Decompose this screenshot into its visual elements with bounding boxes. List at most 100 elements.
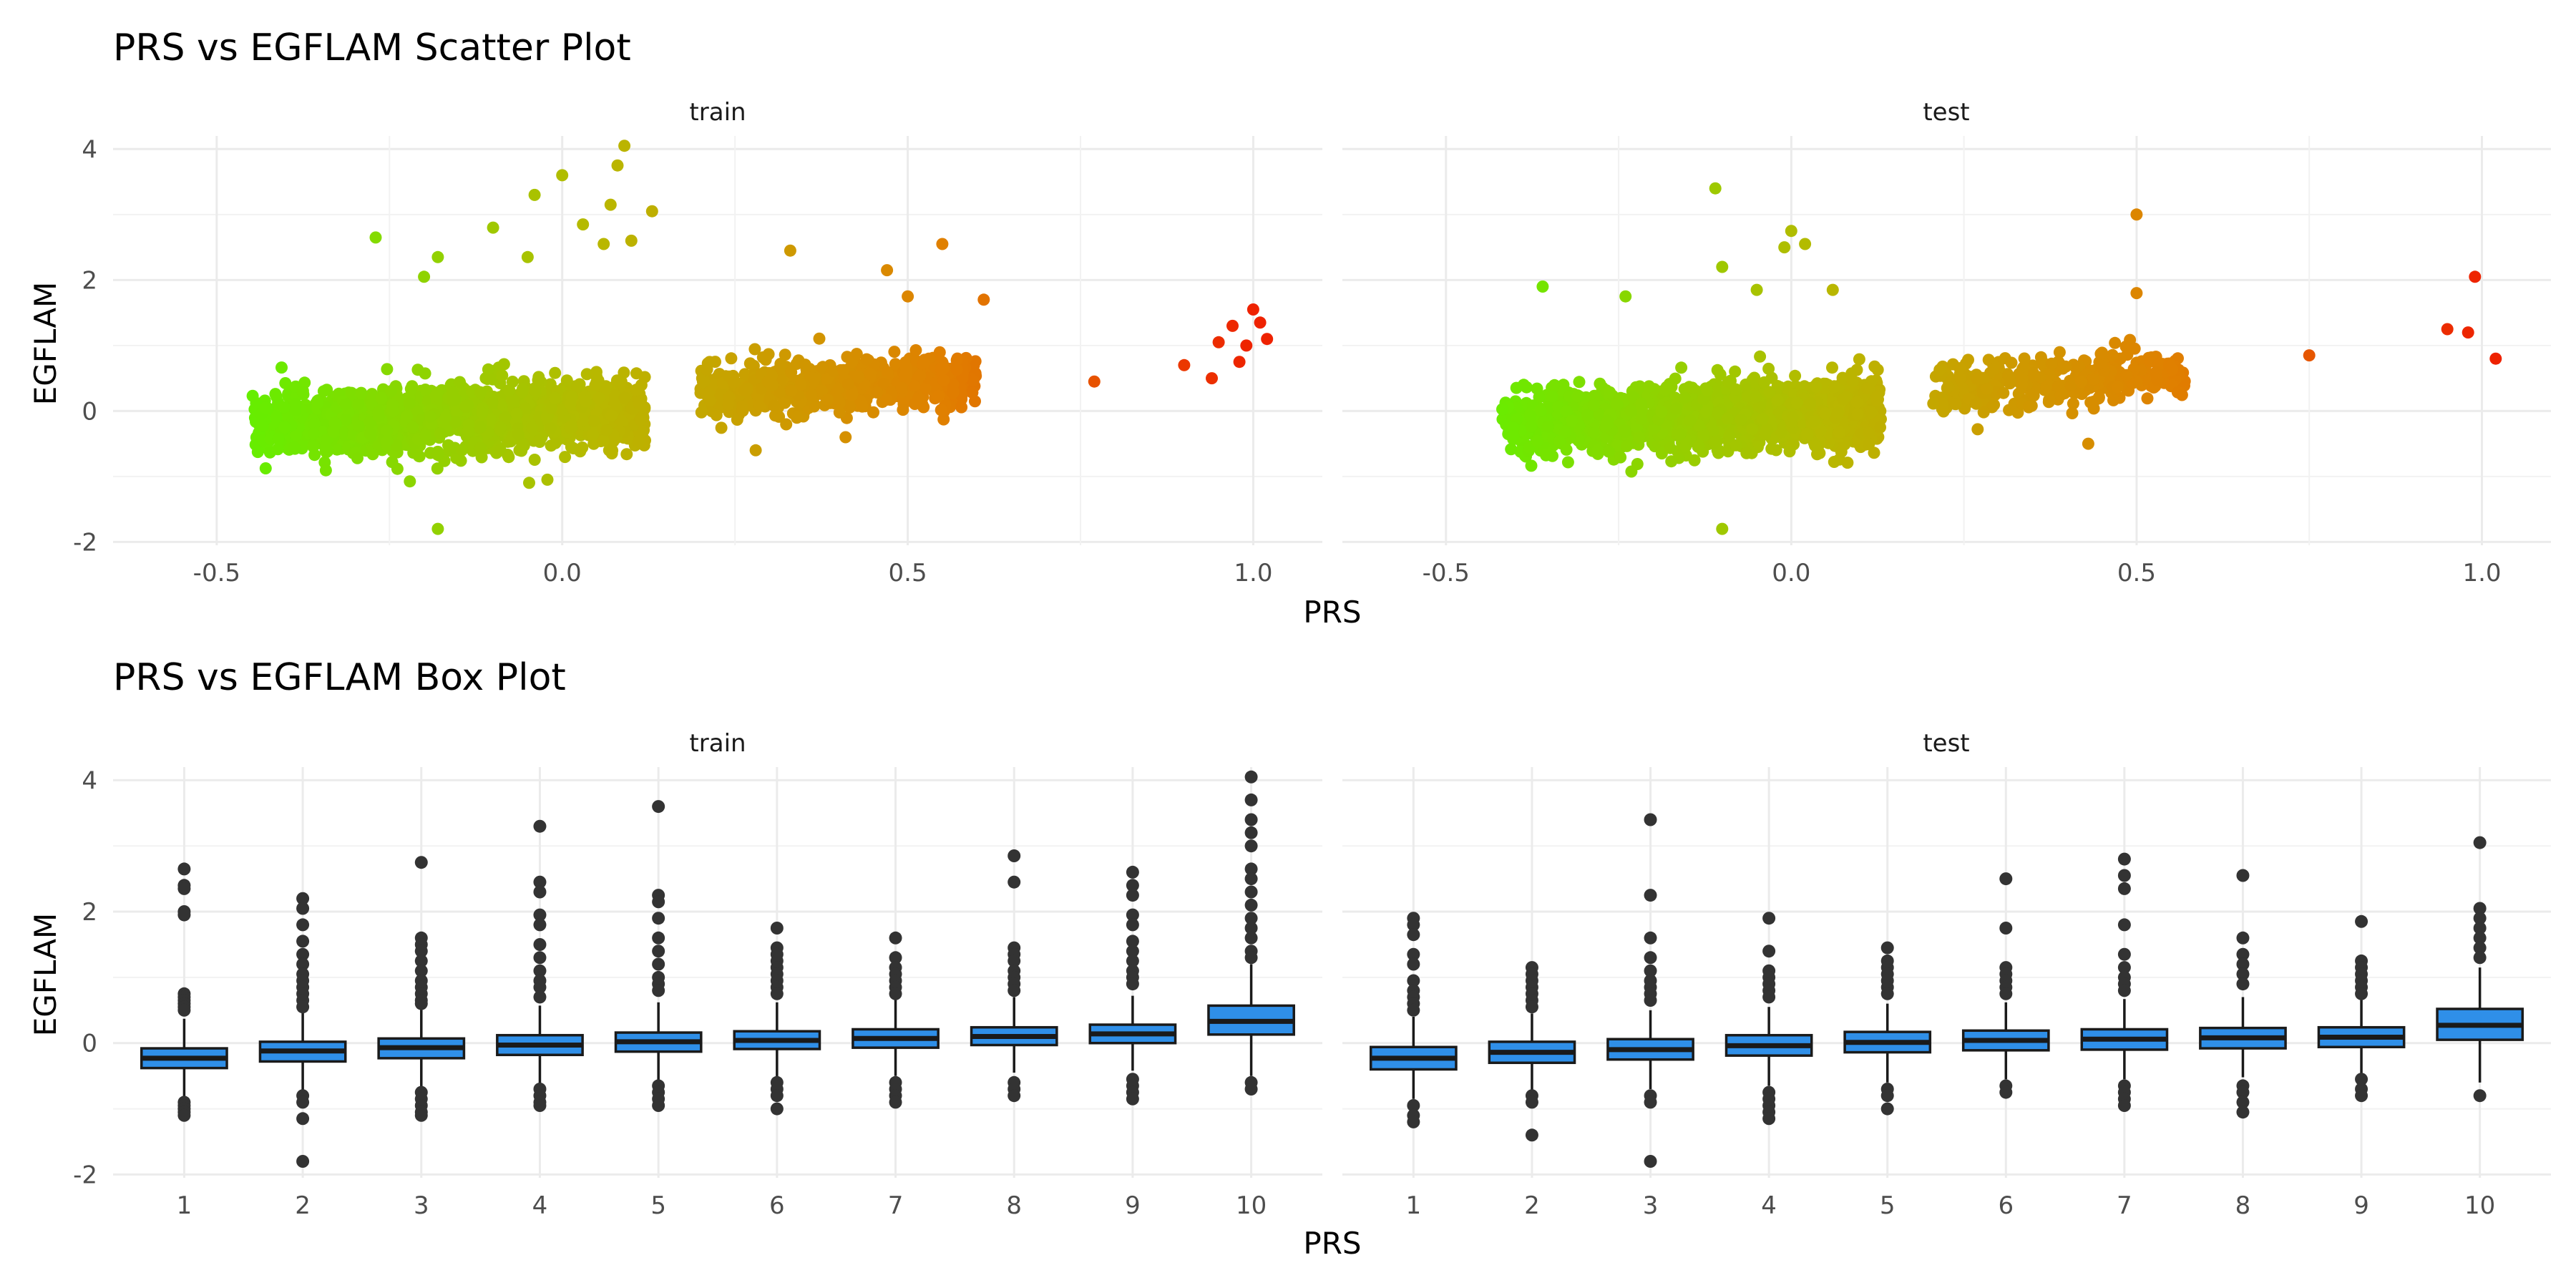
scatter-point — [384, 385, 397, 398]
scatter-point — [2094, 357, 2107, 370]
scatter-point — [2018, 352, 2031, 365]
scatter-point — [625, 234, 638, 247]
box-outlier-point — [414, 954, 428, 967]
scatter-point — [1707, 424, 1719, 437]
scatter-point — [275, 361, 288, 374]
scatter-point — [1246, 303, 1259, 316]
scatter-point — [250, 396, 263, 409]
box-outlier-point — [296, 892, 310, 905]
scatter-point — [429, 389, 442, 402]
scatter-point — [1540, 449, 1553, 462]
scatter-point — [317, 385, 330, 398]
scatter-point — [503, 384, 516, 396]
scatter-point — [1693, 419, 1706, 432]
scatter-point — [364, 416, 376, 429]
box-x-tick-label: 5 — [650, 1191, 666, 1220]
scatter-point — [1643, 380, 1656, 393]
box-outlier-point — [1244, 770, 1258, 784]
box-outlier-point — [1008, 875, 1021, 889]
box-outlier-point — [296, 1112, 310, 1126]
scatter-point — [1524, 410, 1537, 422]
scatter-point — [774, 358, 787, 370]
scatter-point — [1561, 456, 1574, 469]
scatter-point — [549, 391, 561, 404]
scatter-point — [1523, 441, 1536, 454]
scatter-point — [1261, 333, 1274, 346]
scatter-point — [486, 396, 499, 409]
box-outlier-point — [1407, 974, 1420, 987]
scatter-point — [1771, 394, 1784, 406]
box-outlier-point — [177, 1108, 191, 1122]
scatter-point — [2087, 373, 2100, 386]
scatter-point — [610, 392, 622, 405]
box-outlier-point — [770, 987, 784, 1000]
scatter-point — [1178, 358, 1191, 371]
scatter-point — [1507, 421, 1520, 434]
box-outlier-point — [2236, 869, 2250, 882]
scatter-point — [1560, 443, 1573, 456]
scatter-point — [1254, 316, 1267, 329]
scatter-point — [1587, 399, 1600, 411]
scatter-point — [1987, 363, 2000, 376]
box-outlier-point — [2355, 914, 2368, 928]
scatter-point — [2462, 326, 2474, 339]
scatter-point — [1807, 415, 1820, 428]
scatter-point — [1714, 368, 1727, 381]
box-outlier-point — [1126, 954, 1139, 967]
scatter-point — [290, 429, 303, 441]
scatter-point — [1831, 406, 1844, 419]
box-outlier-point — [1244, 862, 1258, 876]
scatter-point — [587, 428, 600, 441]
scatter-point — [1953, 362, 1966, 375]
scatter-point — [1819, 407, 1832, 420]
box-outlier-point — [1407, 1099, 1420, 1112]
box-outlier-point — [1525, 1000, 1538, 1014]
scatter-point — [494, 444, 507, 457]
scatter-point — [1800, 427, 1813, 440]
scatter-point — [723, 391, 736, 404]
scatter-point — [1862, 426, 1875, 439]
scatter-point — [1828, 381, 1841, 394]
scatter-point — [1701, 384, 1714, 396]
scatter-x-tick-label: -0.5 — [1423, 559, 1470, 587]
box-outlier-point — [2117, 947, 2131, 961]
box-outlier-point — [1407, 928, 1420, 942]
box-x-tick-label: 8 — [2235, 1191, 2251, 1220]
box-outlier-point — [1008, 954, 1021, 967]
box-outlier-point — [414, 1108, 428, 1122]
scatter-point — [909, 398, 921, 410]
scatter-point — [633, 398, 645, 410]
scatter-point — [526, 421, 539, 434]
scatter-point — [2175, 389, 2188, 401]
scatter-point — [278, 421, 291, 434]
scatter-point — [270, 411, 283, 424]
scatter-point — [736, 404, 749, 417]
box-outlier-point — [1244, 813, 1258, 826]
scatter-point — [321, 445, 334, 457]
scatter-point — [1674, 428, 1687, 441]
scatter-point — [1611, 439, 1624, 452]
scatter-point — [784, 244, 796, 257]
scatter-point — [1874, 421, 1886, 434]
box-test-4 — [1724, 912, 1813, 1126]
scatter-point — [1226, 319, 1239, 332]
box-x-tick-label: 7 — [2117, 1191, 2132, 1220]
scatter-point — [2064, 379, 2077, 392]
scatter-point — [1206, 372, 1218, 385]
box-train-3 — [377, 856, 466, 1122]
box-outlier-point — [1762, 945, 1776, 958]
scatter-point — [1790, 396, 1803, 409]
scatter-point — [580, 395, 592, 408]
box-x-tick-label: 9 — [2353, 1191, 2369, 1220]
box-outlier-point — [1999, 987, 2013, 1000]
scatter-point — [1840, 390, 1853, 403]
scatter-point — [1602, 445, 1615, 458]
box-train-4 — [496, 819, 584, 1112]
scatter-point — [1594, 377, 1606, 390]
scatter-point — [1581, 408, 1594, 421]
scatter-point — [278, 401, 291, 414]
box-outlier-point — [177, 908, 191, 922]
box-outlier-point — [652, 957, 665, 971]
